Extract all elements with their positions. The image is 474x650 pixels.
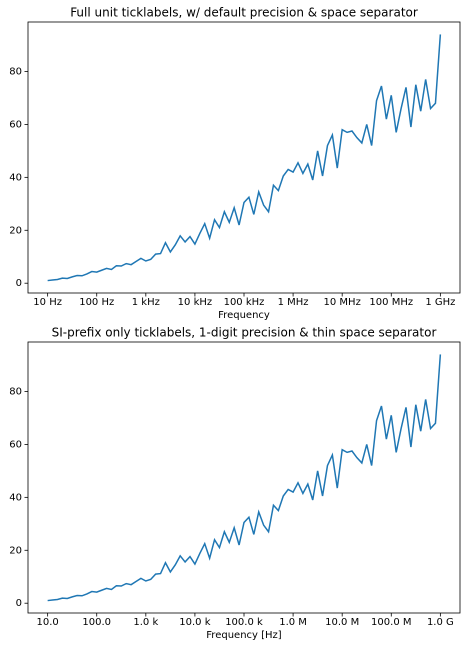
data-line <box>47 354 442 602</box>
axes-frame <box>27 341 461 614</box>
x-tick-label: 10 kHz <box>178 297 212 308</box>
x-tick-label: 1.0 k <box>133 617 158 628</box>
x-tick-label: 10.0 <box>37 617 59 628</box>
y-tick-label: 0 <box>16 598 22 609</box>
axes-frame <box>27 21 461 294</box>
y-tick-label: 0 <box>16 278 22 289</box>
x-tick-label: 10 MHz <box>324 297 361 308</box>
y-tick-label: 80 <box>9 386 22 397</box>
y-tick-label: 60 <box>9 119 22 130</box>
y-tick-label: 20 <box>9 225 22 236</box>
x-tick-label: 10.0 k <box>179 617 210 628</box>
x-tick-label: 100 kHz <box>224 297 265 308</box>
y-tick-label: 60 <box>9 439 22 450</box>
x-tick-label: 10.0 M <box>325 617 359 628</box>
x-tick-label: 10 Hz <box>33 297 62 308</box>
x-tick-label: 100.0 M <box>371 617 411 628</box>
x-tick-label: 100 Hz <box>79 297 114 308</box>
x-tick-label: 100.0 <box>82 617 111 628</box>
x-tick-label: 1 GHz <box>425 297 455 308</box>
x-tick-label: 1 kHz <box>132 297 160 308</box>
x-tick-label: 1 MHz <box>278 297 309 308</box>
y-tick-label: 20 <box>9 545 22 556</box>
x-axis-label: Frequency [Hz] <box>206 630 282 641</box>
chart-title: Full unit ticklabels, w/ default precisi… <box>70 6 418 20</box>
x-tick-label: 1.0 G <box>427 617 454 628</box>
y-tick-label: 80 <box>9 66 22 77</box>
chart-title: SI-prefix only ticklabels, 1-digit preci… <box>52 326 437 340</box>
data-line <box>47 34 442 282</box>
y-tick-label: 40 <box>9 492 22 503</box>
y-tick-label: 40 <box>9 172 22 183</box>
x-axis-label: Frequency <box>218 310 270 321</box>
x-tick-label: 100.0 k <box>225 617 263 628</box>
x-tick-label: 1.0 M <box>279 617 307 628</box>
x-tick-label: 100 MHz <box>369 297 413 308</box>
